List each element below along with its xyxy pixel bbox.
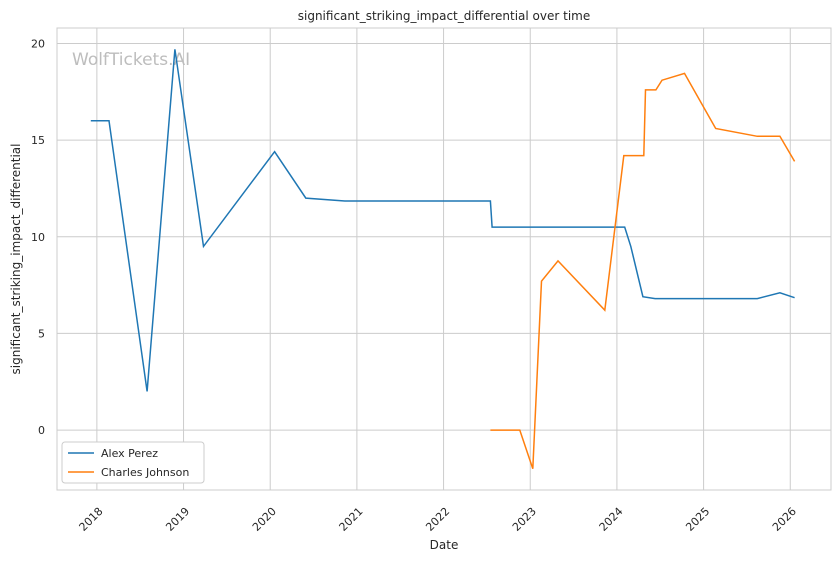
y-tick-label: 0 bbox=[38, 424, 45, 437]
watermark: WolfTickets.AI bbox=[72, 50, 190, 70]
x-tick-label: 2019 bbox=[163, 505, 192, 534]
x-tick-label: 2020 bbox=[250, 505, 279, 534]
series-line-charles-johnson bbox=[490, 72, 796, 469]
x-tick-label: 2026 bbox=[770, 505, 799, 534]
x-tick-label: 2022 bbox=[423, 505, 452, 534]
chart-title: significant_striking_impact_differential… bbox=[298, 9, 590, 23]
legend-box bbox=[61, 441, 205, 484]
x-tick-label: 2023 bbox=[510, 505, 539, 534]
y-tick-label: 20 bbox=[31, 37, 45, 50]
y-tick-label: 10 bbox=[31, 231, 45, 244]
legend-label: Alex Perez bbox=[101, 447, 158, 460]
legend-label: Charles Johnson bbox=[101, 466, 189, 479]
x-axis-label: Date bbox=[430, 538, 459, 552]
y-tick-label: 5 bbox=[38, 327, 45, 340]
x-tick-label: 2021 bbox=[337, 505, 366, 534]
y-axis-label: significant_striking_impact_differential bbox=[9, 144, 23, 375]
series-line-alex-perez bbox=[90, 49, 795, 392]
grid bbox=[57, 28, 831, 490]
x-tick-label: 2018 bbox=[77, 505, 106, 534]
y-tick-label: 15 bbox=[31, 134, 45, 147]
legend: Alex Perez Charles Johnson bbox=[61, 441, 205, 484]
x-tick-label: 2025 bbox=[683, 505, 712, 534]
x-tick-label: 2024 bbox=[597, 505, 626, 534]
plot-frame bbox=[56, 27, 832, 491]
